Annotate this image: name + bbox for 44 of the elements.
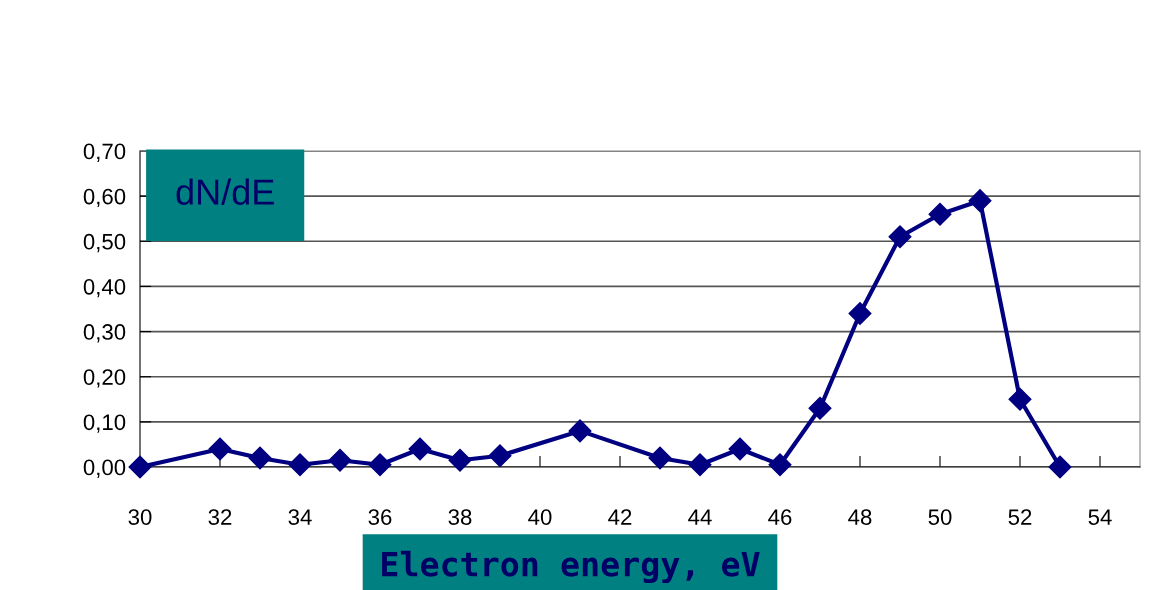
point (488, 444, 512, 468)
y-tick-label: 0,50 (83, 233, 126, 253)
x-tick-label: 54 (1088, 509, 1112, 525)
y-tick-label: 0,00 (83, 459, 126, 478)
point (888, 225, 912, 249)
x-tick-label: 38 (448, 509, 472, 525)
point (248, 446, 272, 470)
x-tick-label: 46 (768, 509, 792, 525)
x-tick-label: 50 (928, 509, 952, 525)
x-tick-label: 52 (1008, 509, 1032, 525)
x-tick-label: 34 (288, 509, 312, 525)
y-tick-label: 0,30 (83, 324, 126, 343)
point (968, 189, 992, 213)
point (408, 437, 432, 461)
point (648, 446, 672, 470)
point (1008, 387, 1032, 411)
point (448, 448, 472, 472)
point (688, 453, 712, 477)
point (208, 437, 232, 461)
point (368, 453, 392, 477)
y-tick-label: 0,40 (83, 278, 126, 298)
x-tick-label: 42 (608, 509, 632, 525)
x-tick-label: 40 (528, 509, 552, 525)
x-tick-label: 44 (688, 509, 712, 525)
point (928, 202, 952, 226)
point (1048, 455, 1072, 479)
x-tick-label: 30 (128, 509, 152, 525)
annotation: dN/dE (176, 178, 274, 205)
x-axis-title: Electron energy, eV (382, 550, 760, 584)
point (328, 448, 352, 472)
point (288, 453, 312, 477)
point (568, 419, 592, 443)
point (808, 396, 832, 420)
point (848, 302, 872, 326)
point (768, 453, 792, 477)
x-tick-label: 48 (848, 509, 872, 525)
point (128, 455, 152, 479)
y-tick-label: 0,60 (83, 188, 126, 208)
x-tick-label: 36 (368, 509, 392, 525)
y-tick-label: 0,10 (83, 414, 126, 433)
x-tick-label: 32 (208, 509, 232, 525)
y-tick-label: 0,20 (83, 369, 126, 388)
point (728, 437, 752, 461)
y-tick-label: 0,70 (83, 143, 126, 162)
